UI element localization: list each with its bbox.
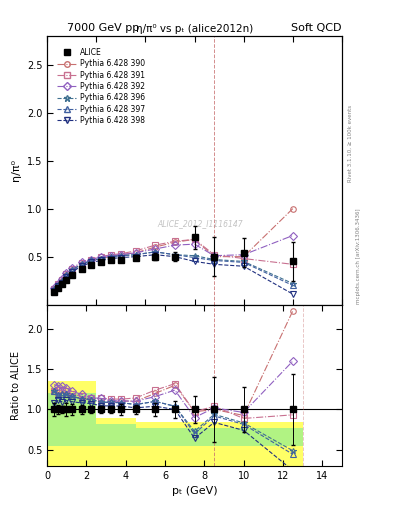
Text: mcplots.cern.ch [arXiv:1306.3436]: mcplots.cern.ch [arXiv:1306.3436] [356, 208, 361, 304]
Text: 7000 GeV pp: 7000 GeV pp [67, 23, 139, 33]
Text: ALICE_2012_I1116147: ALICE_2012_I1116147 [158, 220, 243, 228]
Y-axis label: η/π⁰: η/π⁰ [11, 159, 21, 181]
Title: η/π⁰ vs pₜ (alice2012n): η/π⁰ vs pₜ (alice2012n) [136, 24, 253, 34]
Text: Rivet 3.1.10, ≥ 100k events: Rivet 3.1.10, ≥ 100k events [348, 105, 353, 182]
Text: Soft QCD: Soft QCD [292, 23, 342, 33]
Legend: ALICE, Pythia 6.428 390, Pythia 6.428 391, Pythia 6.428 392, Pythia 6.428 396, P: ALICE, Pythia 6.428 390, Pythia 6.428 39… [54, 45, 148, 128]
X-axis label: pₜ (GeV): pₜ (GeV) [172, 486, 217, 496]
Y-axis label: Ratio to ALICE: Ratio to ALICE [11, 351, 21, 420]
